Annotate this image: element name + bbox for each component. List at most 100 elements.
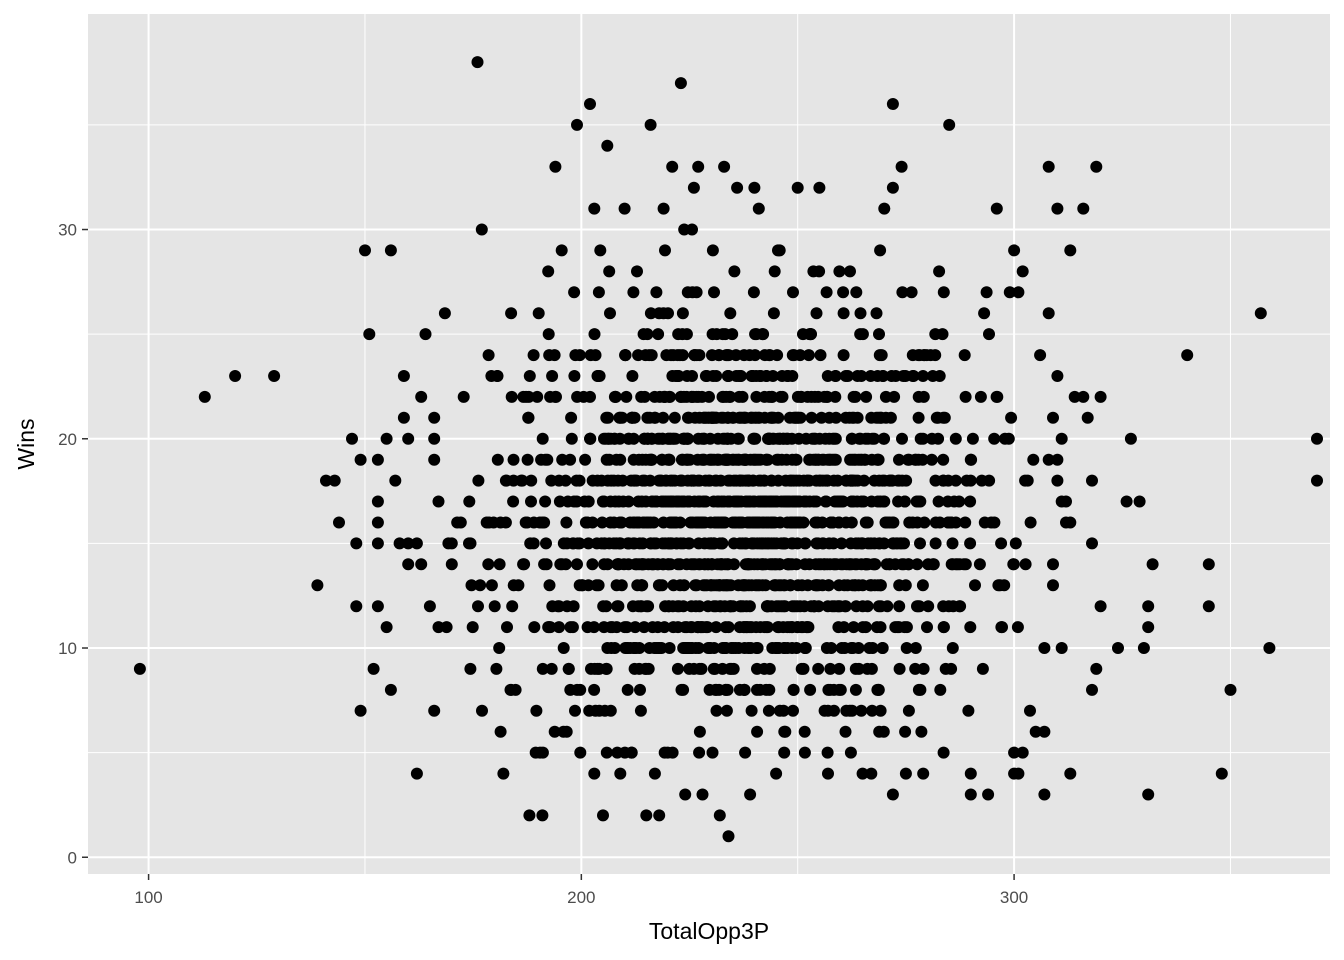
data-point (582, 495, 595, 508)
data-point (751, 642, 764, 654)
data-point (602, 432, 615, 445)
data-point (668, 474, 681, 487)
data-point (873, 725, 886, 738)
data-point (791, 181, 804, 194)
data-point (728, 265, 741, 278)
x-tick-label: 300 (1000, 888, 1028, 907)
data-point (700, 370, 713, 382)
data-point (983, 328, 995, 341)
data-point (666, 746, 679, 759)
data-point (763, 432, 776, 445)
data-point (570, 474, 583, 487)
data-point (507, 453, 520, 466)
data-point (813, 265, 826, 278)
data-point (647, 558, 660, 571)
data-point (662, 432, 675, 445)
data-point (520, 390, 533, 403)
data-point (976, 662, 989, 675)
data-point (584, 98, 596, 110)
data-point (772, 244, 784, 257)
data-point (525, 474, 538, 487)
data-point (1090, 662, 1103, 675)
data-point (654, 579, 666, 592)
data-point (998, 579, 1011, 592)
data-point (707, 537, 720, 550)
data-point (463, 537, 475, 550)
data-point (482, 558, 495, 571)
data-point (655, 474, 668, 487)
data-point (708, 286, 720, 299)
data-point (692, 160, 705, 173)
data-point (751, 725, 764, 738)
data-point (874, 244, 887, 257)
data-point (798, 746, 811, 759)
data-point (758, 474, 771, 487)
data-point (645, 349, 658, 362)
data-point (672, 558, 684, 571)
data-point (718, 160, 731, 173)
data-point (657, 411, 670, 424)
data-point (1042, 160, 1055, 173)
x-axis: 100 200 300 (134, 874, 1028, 907)
data-point (1064, 244, 1077, 257)
data-point (505, 390, 518, 403)
data-point (719, 683, 732, 696)
data-point (600, 662, 613, 675)
data-point (802, 349, 815, 362)
data-point (760, 453, 772, 466)
data-point (870, 307, 883, 320)
data-point (922, 600, 935, 613)
data-point (525, 495, 537, 508)
data-point (676, 328, 689, 341)
data-point (784, 474, 796, 487)
data-point (885, 474, 898, 487)
data-point (506, 600, 519, 613)
data-point (964, 788, 977, 801)
data-point (937, 474, 950, 487)
data-point (652, 328, 665, 341)
data-point (509, 683, 522, 696)
data-point (747, 495, 760, 508)
data-point (678, 223, 691, 236)
data-point (474, 579, 487, 592)
data-point (662, 558, 675, 571)
data-point (827, 537, 840, 550)
data-point (656, 537, 669, 550)
data-point (1051, 453, 1064, 466)
data-point (760, 683, 773, 696)
data-point (451, 516, 464, 529)
data-point (671, 662, 684, 675)
data-point (709, 474, 722, 487)
data-point (676, 307, 689, 320)
data-point (419, 328, 432, 341)
data-point (868, 579, 881, 592)
data-point (657, 516, 670, 529)
data-point (680, 558, 693, 571)
data-point (410, 537, 423, 550)
data-point (485, 579, 498, 592)
data-point (801, 390, 814, 403)
data-point (933, 265, 946, 278)
data-point (716, 516, 728, 529)
data-point (822, 579, 835, 592)
data-point (895, 160, 908, 173)
data-point (629, 621, 642, 634)
data-point (703, 390, 715, 403)
data-point (803, 453, 816, 466)
data-point (565, 411, 578, 424)
data-point (912, 390, 925, 403)
data-point (522, 411, 535, 424)
data-point (765, 516, 778, 529)
data-point (333, 516, 345, 529)
data-point (648, 767, 661, 780)
data-point (609, 390, 622, 403)
data-point (874, 621, 887, 634)
data-point (1005, 411, 1018, 424)
data-point (879, 390, 892, 403)
data-point (531, 390, 544, 403)
data-point (866, 704, 879, 717)
data-point (889, 370, 902, 382)
data-point (1011, 621, 1024, 634)
data-point (844, 746, 857, 759)
data-point (610, 579, 623, 592)
